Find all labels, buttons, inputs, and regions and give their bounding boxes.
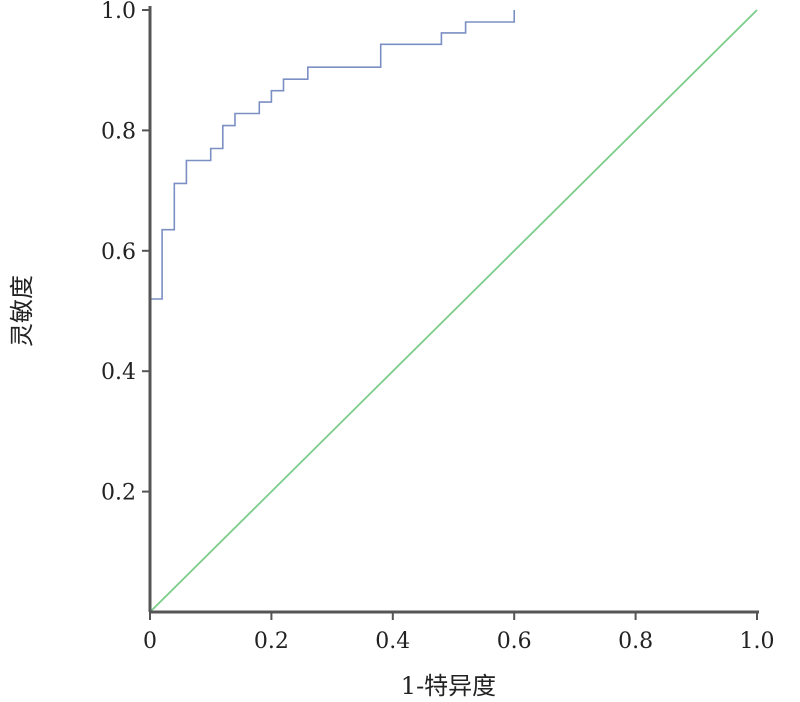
roc-curve-line bbox=[149, 10, 516, 612]
x-tick-label: 0.8 bbox=[618, 629, 653, 654]
y-tick-label: 0.6 bbox=[101, 240, 136, 265]
reference-diagonal-line bbox=[149, 9, 758, 613]
x-axis-title: 1-特异度 bbox=[401, 672, 496, 700]
x-tick-label: 0.2 bbox=[254, 629, 289, 654]
plot-lines bbox=[149, 9, 758, 613]
x-tick-label: 0.4 bbox=[375, 629, 410, 654]
x-tick-label: 0 bbox=[143, 629, 157, 654]
x-tick-label: 0.6 bbox=[497, 629, 532, 654]
y-tick-label: 0.8 bbox=[101, 119, 136, 144]
x-axis-ticks: 0 0.2 0.4 0.6 0.8 1.0 bbox=[143, 612, 775, 654]
y-tick-label: 0.2 bbox=[101, 481, 136, 506]
y-tick-label: 0.4 bbox=[101, 360, 136, 385]
y-axis-ticks: 0.2 0.4 0.6 0.8 1.0 bbox=[101, 0, 150, 506]
y-tick-label: 1.0 bbox=[101, 0, 136, 24]
y-axis-title: 灵敏度 bbox=[8, 275, 36, 347]
x-tick-label: 1.0 bbox=[740, 629, 775, 654]
